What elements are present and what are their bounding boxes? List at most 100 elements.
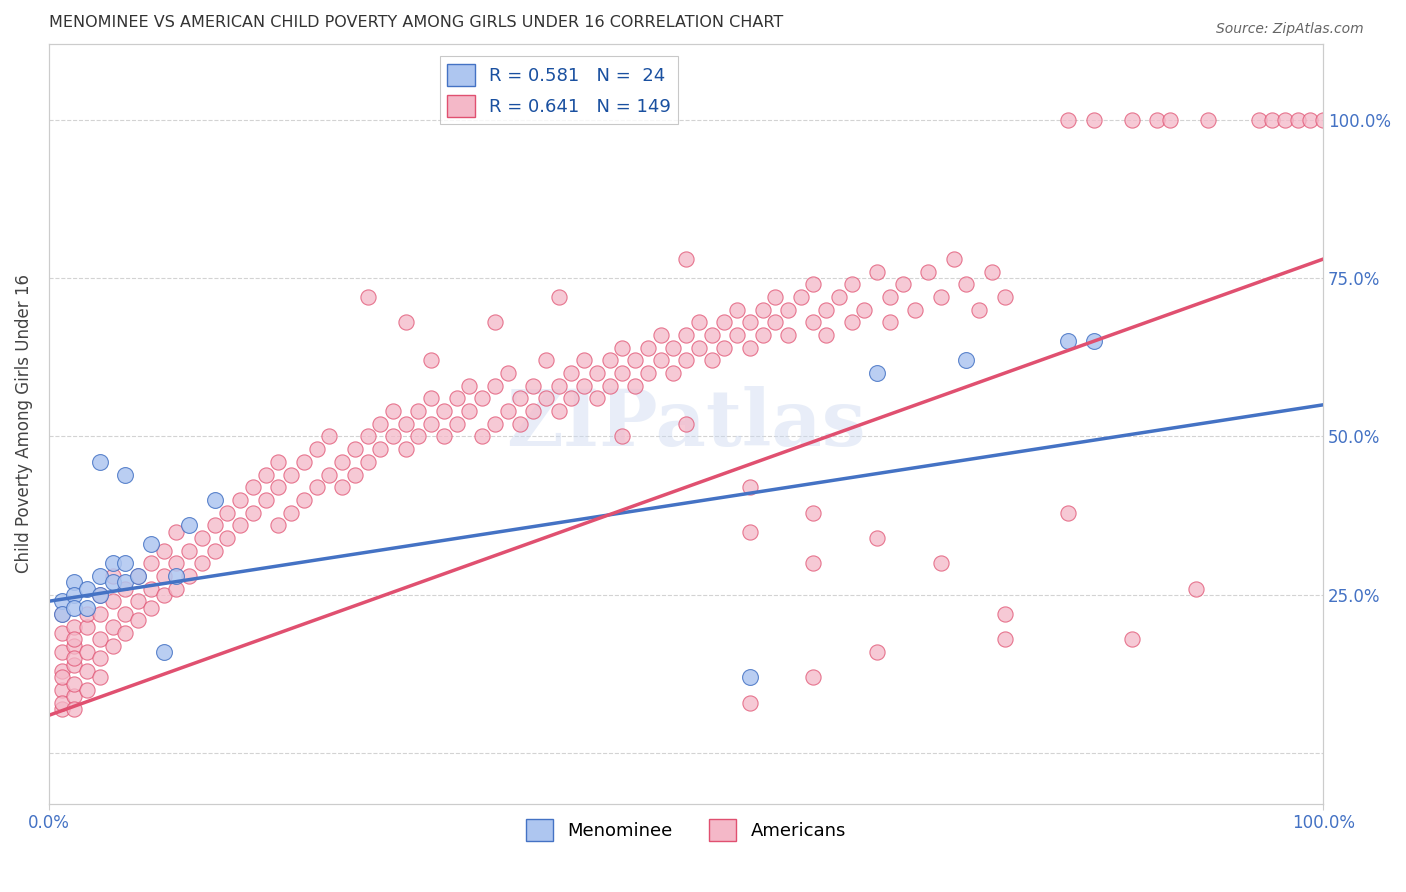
Point <box>572 353 595 368</box>
Point <box>904 302 927 317</box>
Point <box>675 328 697 343</box>
Point <box>599 353 621 368</box>
Point <box>713 315 735 329</box>
Point <box>395 442 418 457</box>
Point <box>484 315 506 329</box>
Point <box>114 582 136 596</box>
Point <box>63 676 86 690</box>
Point <box>866 366 889 380</box>
Point <box>382 429 405 443</box>
Point <box>738 670 761 684</box>
Point <box>637 366 659 380</box>
Text: ZIPatlas: ZIPatlas <box>506 386 866 462</box>
Point <box>63 619 86 633</box>
Point <box>738 341 761 355</box>
Point <box>560 392 582 406</box>
Point <box>267 518 290 533</box>
Point <box>51 664 73 678</box>
Point <box>242 480 264 494</box>
Point <box>280 467 302 482</box>
Point <box>114 467 136 482</box>
Point <box>165 582 187 596</box>
Point <box>63 632 86 647</box>
Point <box>152 645 174 659</box>
Point <box>179 543 201 558</box>
Point <box>815 328 838 343</box>
Legend: R = 0.581   N =  24, R = 0.641   N = 149: R = 0.581 N = 24, R = 0.641 N = 149 <box>440 56 678 124</box>
Point <box>751 302 773 317</box>
Point <box>853 302 876 317</box>
Point <box>204 518 226 533</box>
Point <box>688 315 710 329</box>
Point <box>879 315 901 329</box>
Point <box>803 506 825 520</box>
Point <box>76 600 98 615</box>
Point <box>1261 112 1284 127</box>
Point <box>76 619 98 633</box>
Point <box>662 341 685 355</box>
Point <box>458 379 481 393</box>
Point <box>51 670 73 684</box>
Point <box>994 632 1017 647</box>
Point <box>1159 112 1181 127</box>
Point <box>994 607 1017 621</box>
Point <box>725 328 748 343</box>
Point <box>1146 112 1168 127</box>
Point <box>828 290 851 304</box>
Point <box>560 366 582 380</box>
Point <box>572 379 595 393</box>
Point <box>803 556 825 570</box>
Point <box>522 379 544 393</box>
Point <box>599 379 621 393</box>
Point <box>51 607 73 621</box>
Point <box>114 575 136 590</box>
Point <box>254 467 277 482</box>
Point <box>688 341 710 355</box>
Point <box>942 252 965 266</box>
Point <box>879 290 901 304</box>
Point <box>63 651 86 665</box>
Point <box>612 366 634 380</box>
Point <box>1198 112 1220 127</box>
Point <box>356 429 378 443</box>
Point <box>955 353 977 368</box>
Point <box>229 518 252 533</box>
Point <box>127 613 149 627</box>
Point <box>471 429 494 443</box>
Point <box>165 569 187 583</box>
Point <box>89 651 111 665</box>
Point <box>204 543 226 558</box>
Point <box>1121 112 1143 127</box>
Point <box>866 265 889 279</box>
Point <box>217 506 239 520</box>
Point <box>89 632 111 647</box>
Point <box>51 594 73 608</box>
Point <box>139 600 162 615</box>
Point <box>305 480 328 494</box>
Point <box>547 404 569 418</box>
Point <box>382 404 405 418</box>
Point <box>547 290 569 304</box>
Point <box>330 480 353 494</box>
Point <box>51 607 73 621</box>
Point <box>446 392 468 406</box>
Text: MENOMINEE VS AMERICAN CHILD POVERTY AMONG GIRLS UNDER 16 CORRELATION CHART: MENOMINEE VS AMERICAN CHILD POVERTY AMON… <box>49 15 783 30</box>
Point <box>267 455 290 469</box>
Point <box>1312 112 1334 127</box>
Point <box>63 702 86 716</box>
Point <box>675 353 697 368</box>
Point <box>292 492 315 507</box>
Point <box>1274 112 1296 127</box>
Point <box>179 569 201 583</box>
Point <box>1057 334 1080 349</box>
Point <box>955 277 977 292</box>
Point <box>63 690 86 704</box>
Point <box>356 455 378 469</box>
Point <box>101 639 124 653</box>
Point <box>101 619 124 633</box>
Point <box>1083 112 1105 127</box>
Point <box>420 392 443 406</box>
Point <box>217 531 239 545</box>
Point <box>63 600 86 615</box>
Point <box>1299 112 1322 127</box>
